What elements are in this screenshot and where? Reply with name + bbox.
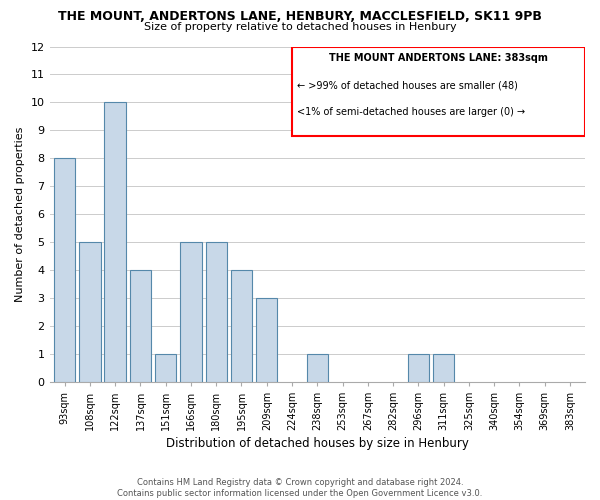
Bar xyxy=(79,242,101,382)
Bar xyxy=(433,354,454,382)
FancyBboxPatch shape xyxy=(292,46,585,136)
Bar xyxy=(130,270,151,382)
Y-axis label: Number of detached properties: Number of detached properties xyxy=(15,126,25,302)
Text: <1% of semi-detached houses are larger (0) →: <1% of semi-detached houses are larger (… xyxy=(298,107,526,117)
Text: Contains HM Land Registry data © Crown copyright and database right 2024.
Contai: Contains HM Land Registry data © Crown c… xyxy=(118,478,482,498)
Bar xyxy=(407,354,429,382)
Bar xyxy=(206,242,227,382)
X-axis label: Distribution of detached houses by size in Henbury: Distribution of detached houses by size … xyxy=(166,437,469,450)
Text: THE MOUNT, ANDERTONS LANE, HENBURY, MACCLESFIELD, SK11 9PB: THE MOUNT, ANDERTONS LANE, HENBURY, MACC… xyxy=(58,10,542,23)
Bar xyxy=(104,102,126,382)
Text: Size of property relative to detached houses in Henbury: Size of property relative to detached ho… xyxy=(143,22,457,32)
Text: ← >99% of detached houses are smaller (48): ← >99% of detached houses are smaller (4… xyxy=(298,80,518,90)
Bar xyxy=(180,242,202,382)
Bar xyxy=(256,298,277,382)
Text: THE MOUNT ANDERTONS LANE: 383sqm: THE MOUNT ANDERTONS LANE: 383sqm xyxy=(329,53,548,63)
Bar xyxy=(54,158,76,382)
Bar xyxy=(307,354,328,382)
Bar xyxy=(155,354,176,382)
Bar xyxy=(231,270,252,382)
